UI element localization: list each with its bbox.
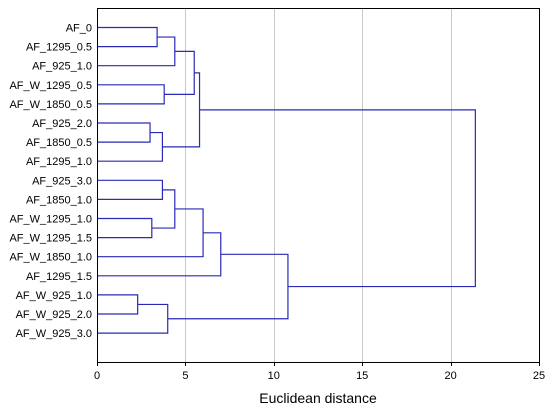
dendrogram-link — [97, 36, 176, 67]
leaf-label: AF_0 — [66, 23, 92, 35]
dendrogram-link — [97, 303, 169, 334]
leaf-label: AF_925_3.0 — [32, 175, 92, 187]
leaf-label: AF_925_2.0 — [32, 118, 92, 130]
dendrogram-link — [97, 294, 139, 315]
leaf-label: AF_W_925_3.0 — [16, 328, 92, 340]
leaf-label: AF_1850_1.0 — [26, 194, 92, 206]
tick-label-5: 5 — [182, 370, 188, 382]
dendrogram-link — [97, 122, 151, 143]
leaf-label: AF_W_1295_1.0 — [9, 214, 92, 226]
dendrogram-link — [97, 84, 165, 105]
leaf-label: AF_W_925_2.0 — [16, 309, 92, 321]
leaf-label: AF_1295_1.5 — [26, 271, 92, 283]
leaf-label: AF_1295_1.0 — [26, 156, 92, 168]
x-axis-ticks: 0 5 10 15 20 25 — [94, 362, 545, 382]
leaf-label: AF_925_1.0 — [32, 61, 92, 73]
dendrogram-link — [199, 109, 476, 288]
dendrogram-link — [97, 131, 164, 162]
leaf-label: AF_W_1850_1.0 — [9, 252, 92, 264]
leaf-label: AF_W_1295_1.5 — [9, 233, 92, 245]
leaf-label: AF_1850_0.5 — [26, 137, 92, 149]
tick-label-20: 20 — [444, 370, 456, 382]
dendrogram-link — [164, 50, 195, 95]
dendrogram-link — [97, 217, 153, 239]
dendrogram-link — [151, 189, 176, 229]
leaf-label: AF_W_1295_0.5 — [9, 80, 92, 92]
dendrogram-link — [97, 232, 222, 277]
leaf-label: AF_W_1850_0.5 — [9, 99, 92, 111]
tick-label-25: 25 — [533, 370, 545, 382]
x-axis-title: Euclidean distance — [259, 390, 377, 406]
dendrogram-link — [97, 208, 204, 258]
dendrogram-links — [97, 26, 476, 334]
tick-label-10: 10 — [268, 370, 280, 382]
tick-label-0: 0 — [94, 370, 100, 382]
dendrogram-link — [97, 26, 158, 48]
leaf-label: AF_W_925_1.0 — [16, 290, 92, 302]
leaf-labels: AF_0 AF_1295_0.5 AF_925_1.0 AF_W_1295_0.5 AF… — [9, 23, 92, 341]
tick-label-15: 15 — [356, 370, 368, 382]
dendrogram-link — [97, 179, 164, 200]
gridlines — [185, 8, 452, 362]
plot-frame — [97, 8, 540, 363]
leaf-label: AF_1295_0.5 — [26, 42, 92, 54]
